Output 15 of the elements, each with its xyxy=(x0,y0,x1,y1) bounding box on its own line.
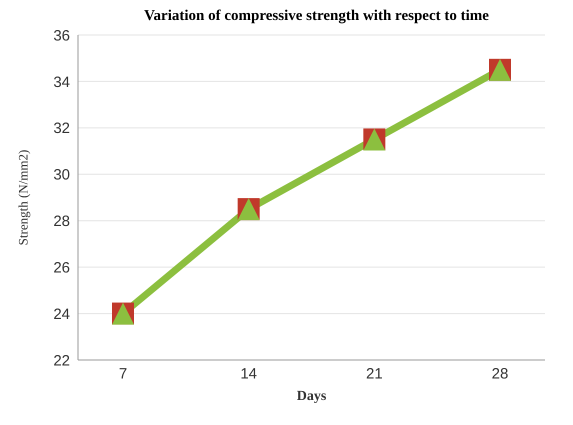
x-tick-label: 7 xyxy=(118,366,128,383)
x-tick-label: 28 xyxy=(492,366,508,383)
x-axis-title: Days xyxy=(296,389,327,404)
x-tick-label: 14 xyxy=(240,366,258,383)
y-tick-label: 28 xyxy=(53,213,70,230)
y-tick-label: 36 xyxy=(53,27,70,44)
y-tick-label: 32 xyxy=(53,120,70,138)
y-tick-label: 22 xyxy=(53,352,70,370)
y-tick-label: 24 xyxy=(53,306,70,323)
y-tick-label: 26 xyxy=(53,259,70,276)
chart-title: Variation of compressive strength with respect to time xyxy=(143,8,490,25)
x-tick-label: 21 xyxy=(366,366,383,383)
y-tick-label: 30 xyxy=(53,166,70,184)
y-axis-title: Strength (N/mm2) xyxy=(16,150,31,246)
y-tick-label: 34 xyxy=(53,74,70,91)
